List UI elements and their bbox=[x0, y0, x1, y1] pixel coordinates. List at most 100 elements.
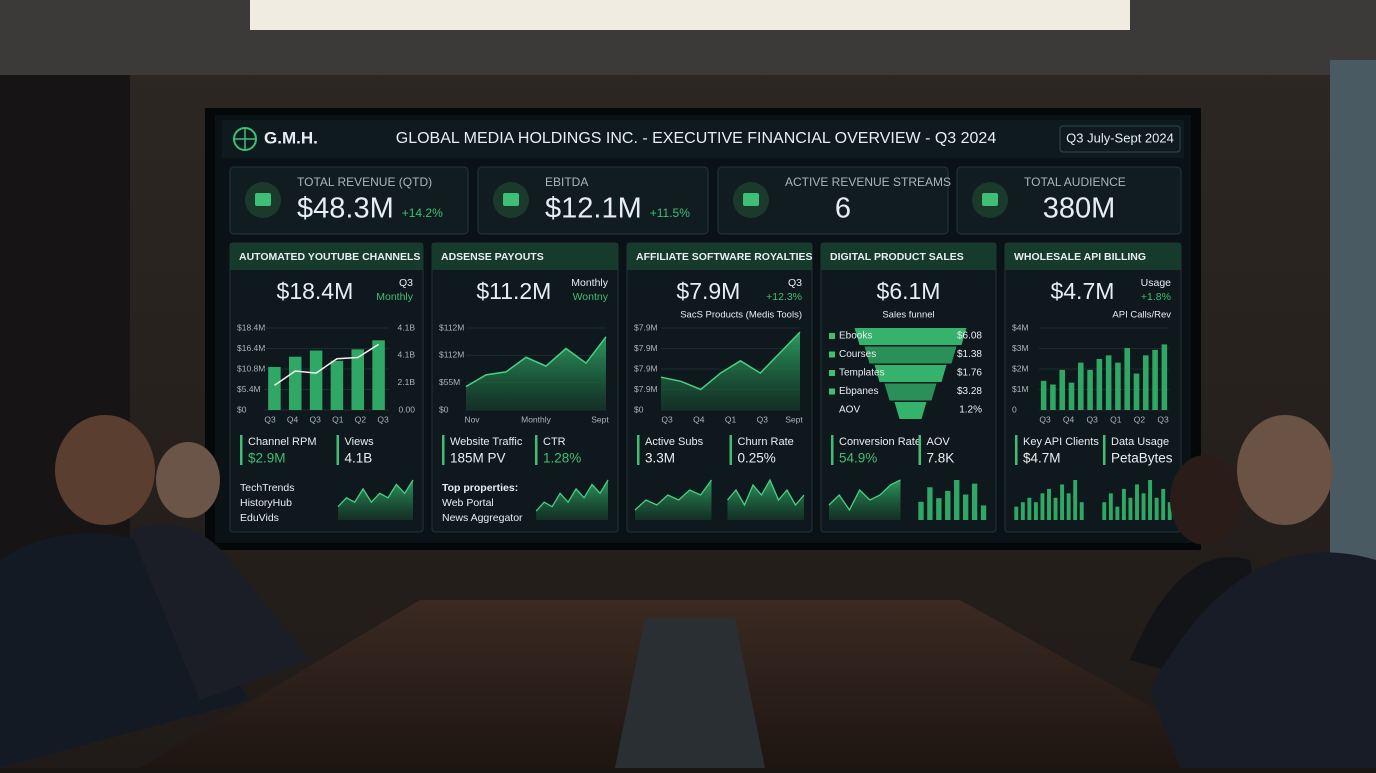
kpi-icon-glyph bbox=[255, 193, 271, 206]
spark-bar bbox=[980, 505, 987, 520]
spark-bar bbox=[1066, 493, 1071, 520]
panel-subtitle: Sales funnel bbox=[882, 310, 934, 321]
spark-bar bbox=[1141, 493, 1146, 520]
metric-accent bbox=[918, 435, 921, 465]
y-tick-label: $4M bbox=[1012, 322, 1029, 332]
bar bbox=[268, 366, 281, 410]
spark-area bbox=[536, 480, 608, 520]
metric-label: Conversion Rate bbox=[839, 436, 921, 448]
funnel-step bbox=[894, 402, 927, 419]
spark-bar bbox=[1154, 497, 1159, 520]
metric-value: 7.8K bbox=[927, 451, 955, 466]
x-tick-label: Sept bbox=[785, 414, 803, 424]
kpi-value: 380M bbox=[1043, 193, 1116, 225]
panel-title-bar bbox=[230, 243, 423, 270]
bar bbox=[1143, 355, 1149, 410]
kpi-value: $48.3M bbox=[297, 193, 394, 225]
spark-bar bbox=[945, 490, 951, 520]
y2-tick-label: 4.1B bbox=[398, 350, 416, 360]
funnel-value: $3.28 bbox=[957, 386, 982, 397]
spark-line bbox=[535, 479, 609, 512]
x-tick-label: Q1 bbox=[1110, 414, 1122, 424]
metric-label: Views bbox=[345, 436, 375, 448]
metric-value: PetaBytes bbox=[1111, 451, 1173, 466]
kpi-icon-glyph bbox=[743, 193, 759, 206]
y-tick-label: $0 bbox=[237, 404, 247, 414]
bar bbox=[1115, 362, 1121, 410]
y2-tick-label: 4.1B bbox=[398, 322, 416, 332]
area bbox=[661, 332, 800, 410]
person-body bbox=[0, 533, 250, 768]
spark-line bbox=[828, 479, 901, 512]
header-bar bbox=[222, 120, 1184, 158]
header-title: GLOBAL MEDIA HOLDINGS INC. - EXECUTIVE F… bbox=[396, 130, 997, 147]
spark-bar bbox=[1161, 488, 1166, 520]
metric-label: Active Subs bbox=[645, 436, 704, 448]
metric-accent bbox=[336, 435, 339, 465]
metric-accent bbox=[535, 435, 538, 465]
x-tick-label: Sept bbox=[591, 414, 609, 424]
spark-bar bbox=[1073, 480, 1078, 520]
funnel-label: Templates bbox=[839, 368, 885, 379]
kpi-change: +14.2% bbox=[402, 206, 443, 220]
bar bbox=[1078, 362, 1084, 410]
spark-bar bbox=[1102, 502, 1107, 520]
y-tick-label: $112M bbox=[439, 322, 464, 332]
bar bbox=[309, 350, 323, 410]
person-head bbox=[156, 442, 220, 518]
bar bbox=[1105, 355, 1112, 410]
spark-bar bbox=[1047, 488, 1051, 520]
person-body bbox=[1150, 552, 1376, 768]
ceiling-light bbox=[250, 0, 1130, 30]
panel-title-bar bbox=[627, 243, 812, 270]
metric-value: 54.9% bbox=[839, 451, 877, 466]
panel-title-bar bbox=[1005, 243, 1181, 270]
spark-bar bbox=[1040, 493, 1045, 520]
panel-title-bar bbox=[821, 243, 996, 270]
bar bbox=[1040, 380, 1047, 410]
y-tick-label: $10.8M bbox=[237, 363, 265, 373]
panel-note: +12.3% bbox=[766, 291, 802, 303]
x-tick-label: Q3 bbox=[757, 414, 769, 424]
spark-bar bbox=[1060, 484, 1065, 520]
person-body bbox=[130, 524, 310, 700]
person-head bbox=[1170, 455, 1240, 545]
funnel-bullet bbox=[829, 388, 835, 395]
metric-accent bbox=[1103, 435, 1106, 465]
y-tick-label: $0 bbox=[634, 404, 644, 414]
y-tick-label: $112M bbox=[439, 350, 464, 360]
logo-globe bbox=[234, 128, 256, 150]
list-item: TechTrends bbox=[240, 482, 294, 494]
funnel-label: AOV bbox=[839, 405, 860, 416]
panel-value: $11.2M bbox=[476, 278, 551, 304]
area-line bbox=[660, 331, 801, 391]
spark-bar bbox=[962, 494, 969, 520]
spark-bar bbox=[1027, 497, 1032, 520]
spark-bar bbox=[1079, 502, 1084, 520]
list-item: News Aggregator bbox=[442, 512, 523, 524]
funnel-value: $6.08 bbox=[957, 331, 982, 342]
spark-bar bbox=[1020, 502, 1025, 520]
funnel-step bbox=[884, 383, 937, 401]
panel-note: Monthly bbox=[571, 277, 609, 289]
panel-note: +1.8% bbox=[1141, 291, 1171, 303]
funnel-value: 1.2% bbox=[959, 405, 982, 416]
funnel-value: $1.38 bbox=[957, 349, 982, 360]
spark-area bbox=[338, 480, 413, 520]
metric-value: $2.9M bbox=[248, 451, 286, 466]
kpi-label: TOTAL AUDIENCE bbox=[1024, 175, 1126, 189]
list-item: EduVids bbox=[240, 512, 279, 524]
y-tick-label: $7.9M bbox=[634, 384, 658, 394]
metric-accent bbox=[240, 435, 243, 465]
trend-line bbox=[273, 343, 379, 387]
metric-accent bbox=[442, 435, 445, 465]
x-tick-label: Q2 bbox=[1134, 414, 1146, 424]
person-head bbox=[55, 415, 155, 525]
y2-tick-label: 0.00 bbox=[398, 404, 415, 414]
bar bbox=[1068, 382, 1075, 410]
panel-subtitle: API Calls/Rev bbox=[1112, 310, 1171, 321]
bar bbox=[330, 360, 344, 410]
spark-bar bbox=[1115, 506, 1120, 520]
panel-subtitle: SacS Products (Medis Tools) bbox=[680, 310, 802, 321]
spark-bar bbox=[927, 487, 933, 520]
